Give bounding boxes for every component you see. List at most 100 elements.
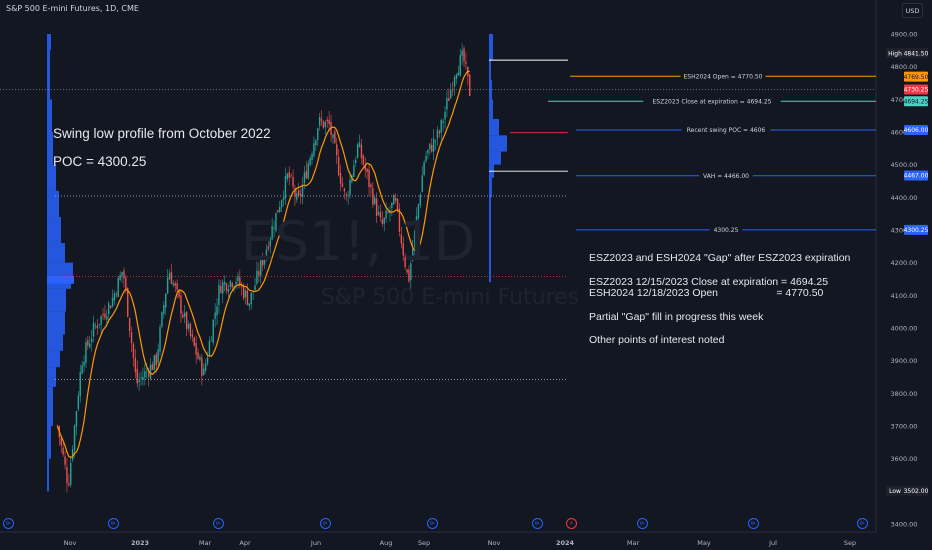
candle-body xyxy=(328,119,330,125)
candle-body xyxy=(381,219,384,224)
candle-body xyxy=(73,425,76,451)
price-tag-value: 4467.00 xyxy=(904,173,929,180)
candle-body xyxy=(379,212,382,218)
note-other: Other points of interest noted xyxy=(589,334,725,346)
dividend-event-icon[interactable]: ⊳ xyxy=(748,518,759,529)
candle-body xyxy=(294,187,296,197)
candle-body xyxy=(142,376,144,380)
candle-body xyxy=(157,349,159,363)
candle-body xyxy=(180,295,182,314)
candle-body xyxy=(396,198,399,210)
candle-body xyxy=(193,337,195,346)
candle-body xyxy=(218,284,220,305)
dividend-event-icon[interactable]: ⊳ xyxy=(3,518,14,529)
candle-body xyxy=(155,354,157,366)
dividend-event-icon[interactable]: ⊳ xyxy=(532,518,543,529)
candle-body xyxy=(104,313,106,318)
profile-bar xyxy=(47,334,63,351)
dividend-event-icon[interactable]: ⊳ xyxy=(213,518,224,529)
candle-body xyxy=(337,156,340,176)
candle-body xyxy=(189,323,192,336)
candle-body xyxy=(134,357,137,372)
level-label-bg xyxy=(681,126,771,135)
candle-body xyxy=(178,289,180,297)
profile-bar xyxy=(47,243,65,263)
profile-bar xyxy=(47,350,60,368)
level-label-bg xyxy=(680,72,766,81)
candle-body xyxy=(309,157,311,166)
candle-body xyxy=(320,119,323,121)
candle-body xyxy=(406,269,408,273)
candle-body xyxy=(94,325,97,327)
candle-body xyxy=(187,323,190,329)
dividend-event-icon[interactable]: ⊳ xyxy=(108,518,119,529)
candle-body xyxy=(273,227,275,229)
candle-body xyxy=(121,272,123,276)
axis-panel[interactable] xyxy=(876,0,932,550)
dividend-event-icon[interactable]: ⊳ xyxy=(857,518,868,529)
candle-body xyxy=(298,190,300,196)
candle-body xyxy=(318,116,321,126)
candle-body xyxy=(431,144,433,152)
profile-bar xyxy=(489,118,499,136)
level-label: Recent swing POC = 4606 xyxy=(687,127,766,134)
candle-body xyxy=(231,282,233,288)
candle-body xyxy=(119,275,121,281)
price-tick-label: 4200.00 xyxy=(891,259,918,267)
time-tick-label: May xyxy=(697,539,711,547)
note-swing-title: Swing low profile from October 2022 xyxy=(53,126,271,141)
candle-body xyxy=(138,380,140,383)
level-label: 4300.25 xyxy=(714,227,739,234)
candle-body xyxy=(290,175,292,177)
candle-body xyxy=(288,172,290,178)
time-tick-label: 2023 xyxy=(131,539,149,547)
candle-body xyxy=(463,48,465,62)
dividend-event-icon[interactable]: ⊳ xyxy=(637,518,648,529)
profile-bar xyxy=(489,34,493,61)
currency-button[interactable]: USD xyxy=(902,3,923,18)
profile-bar xyxy=(47,34,51,51)
candle-body xyxy=(413,230,416,248)
earnings-event-icon[interactable]: ⚡ xyxy=(566,518,577,529)
price-tag-bg xyxy=(886,485,904,496)
candle-body xyxy=(153,355,156,370)
profile-bar xyxy=(489,79,492,100)
candle-body xyxy=(356,144,359,158)
candle-body xyxy=(341,183,344,187)
profile-bar xyxy=(47,262,73,276)
candle-body xyxy=(130,331,133,344)
candle-body xyxy=(353,165,355,177)
price-tag-label: Low xyxy=(889,488,901,495)
candle-body xyxy=(98,324,100,326)
candle-body xyxy=(280,200,283,208)
time-tick-label: Mar xyxy=(627,539,640,547)
candle-body xyxy=(277,209,279,213)
candle-body xyxy=(127,287,129,317)
profile-bar xyxy=(489,230,491,283)
candle-body xyxy=(269,238,271,247)
candle-body xyxy=(400,234,403,244)
price-tag-bg xyxy=(904,48,928,59)
candle-body xyxy=(146,371,148,373)
price-tick-label: 4400.00 xyxy=(891,194,918,202)
candle-body xyxy=(419,194,422,206)
candle-body xyxy=(256,270,258,284)
dividend-event-icon[interactable]: ⊳ xyxy=(427,518,438,529)
profile-bar xyxy=(47,458,49,492)
ma-line xyxy=(56,70,470,459)
candle-body xyxy=(241,286,243,288)
candle-body xyxy=(210,340,213,342)
time-tick-label: Nov xyxy=(488,539,501,547)
candle-body xyxy=(184,312,186,317)
candle-body xyxy=(339,173,342,184)
price-tick-label: 3600.00 xyxy=(891,455,918,463)
profile-bar xyxy=(489,197,491,230)
candle-body xyxy=(87,340,89,346)
profile-bar xyxy=(47,132,53,165)
candle-body xyxy=(453,77,456,87)
dividend-event-icon[interactable]: ⊳ xyxy=(320,518,331,529)
price-tag-bg xyxy=(904,125,928,136)
candle-body xyxy=(448,98,450,101)
candle-body xyxy=(56,425,59,427)
